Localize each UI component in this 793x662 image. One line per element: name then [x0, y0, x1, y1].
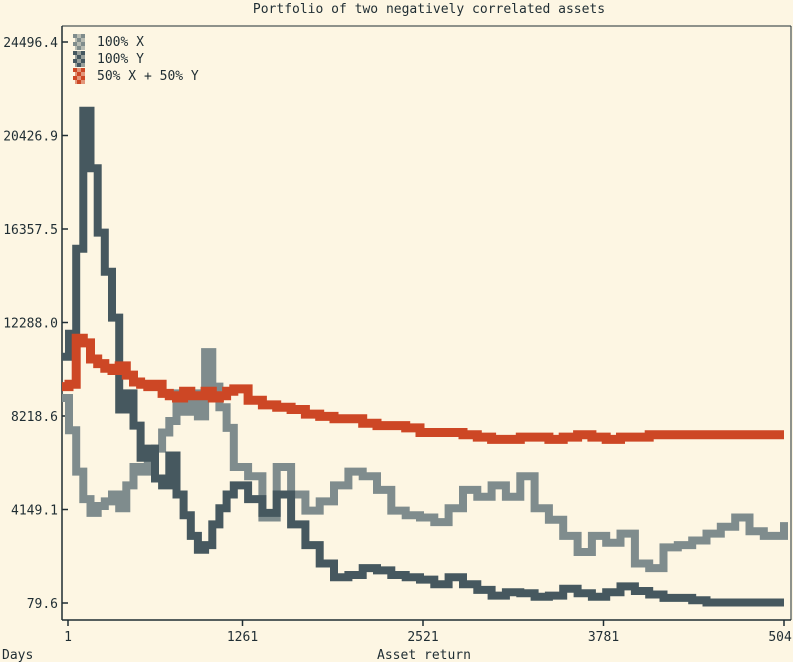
chart-title: Portfolio of two negatively correlated a… [253, 2, 605, 17]
legend-swatch [73, 34, 85, 50]
series-layer [62, 106, 788, 607]
y-tick-label: 4149.1 [11, 503, 58, 518]
x-ticks: 1 1261 2521 3781 5041 [64, 620, 793, 645]
y-tick-label: 12288.0 [3, 317, 58, 332]
x-tick-label: 1 [64, 630, 72, 645]
series-line-2 [62, 106, 784, 607]
legend-label: 100% Y [97, 52, 144, 67]
x-tick-label: 5041 [768, 630, 793, 645]
legend-swatch [73, 68, 85, 84]
y-tick-label: 8218.6 [11, 410, 58, 425]
plot-frame [61, 25, 792, 621]
x-axis-label: Asset return [377, 648, 471, 662]
legend-swatch [73, 51, 85, 67]
legend-label: 50% X + 50% Y [97, 69, 199, 84]
series-line-3 [62, 333, 784, 444]
y-tick-label: 16357.5 [3, 223, 58, 238]
legend: 100% X 100% Y 50% X + 50% Y [73, 34, 199, 84]
x-corner-label: Days [2, 648, 33, 662]
x-tick-label: 3781 [588, 630, 619, 645]
y-tick-label: 79.6 [27, 597, 58, 612]
y-tick-label: 20426.9 [3, 130, 58, 145]
x-tick-label: 1261 [227, 630, 258, 645]
y-ticks: 24496.4 20426.9 16357.5 12288.0 8218.6 4149.1… [3, 36, 68, 612]
y-tick-label: 24496.4 [3, 36, 58, 51]
series-line-1 [62, 348, 788, 573]
legend-label: 100% X [97, 35, 144, 50]
x-tick-label: 2521 [407, 630, 438, 645]
